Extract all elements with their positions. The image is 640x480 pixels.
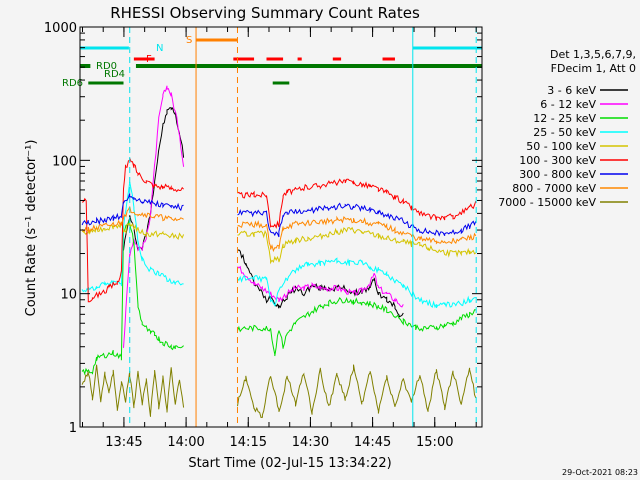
series-line-7000-15000-kev	[81, 364, 477, 419]
legend-entry-label: 100 - 300 keV	[519, 154, 596, 167]
series-layer	[81, 85, 477, 419]
legend-entry-label: 300 - 800 keV	[519, 168, 596, 181]
series-line-25-50-kev	[81, 181, 476, 309]
flag-label-f: F	[146, 54, 152, 65]
legend-entry-label: 50 - 100 keV	[526, 140, 596, 153]
legend-header-line-1: Det 1,3,5,6,7,9,	[550, 48, 636, 61]
x-tick-label: 14:45	[354, 435, 391, 450]
plot-frame	[79, 26, 483, 428]
vertical-markers-layer	[129, 27, 477, 427]
y-tick-label: 1	[69, 421, 77, 436]
legend-header-line-2: FDecim 1, Att 0	[551, 62, 636, 75]
x-tick-label: 15:00	[416, 435, 453, 450]
legend-entry-label: 6 - 12 keV	[540, 98, 596, 111]
series-line-50-100-kev	[81, 221, 477, 265]
x-axis-label: Start Time (02-Jul-15 13:34:22)	[188, 456, 391, 471]
legend: Det 1,3,5,6,7,9, FDecim 1, Att 0 3 - 6 k…	[498, 48, 636, 209]
series-line-800-7000-kev	[81, 206, 477, 253]
legend-entry-label: 25 - 50 keV	[533, 126, 596, 139]
y-tick-label: 100	[52, 154, 77, 169]
flag-label-n: N	[156, 43, 163, 54]
series-line-300-800-kev	[81, 193, 477, 238]
chart-title: RHESSI Observing Summary Count Rates	[110, 4, 420, 22]
y-tick-label: 1000	[44, 21, 77, 36]
x-tick-label: 14:00	[167, 435, 204, 450]
flag-label-s: S	[186, 35, 192, 46]
x-tick-label: 13:45	[105, 435, 142, 450]
axes-layer: 1 10 100 1000 13:45 14:00 14:15 14:30 14:45 15:00	[44, 21, 483, 450]
flag-label-rd0: RD0	[96, 61, 117, 72]
y-tick-label: 10	[60, 288, 77, 303]
legend-entry-label: 7000 - 15000 keV	[498, 196, 596, 209]
flag-label-rd6: RD6	[62, 78, 83, 89]
legend-entry-label: 12 - 25 keV	[533, 112, 596, 125]
x-tick-label: 14:15	[230, 435, 267, 450]
legend-entry-label: 3 - 6 keV	[547, 84, 596, 97]
legend-entry-label: 800 - 7000 keV	[512, 182, 596, 195]
timestamp: 29-Oct-2021 08:23	[562, 468, 638, 477]
series-line-6-12-kev	[123, 85, 404, 348]
flag-label-rd4: RD4	[104, 69, 125, 80]
series-line-12-25-kev	[81, 218, 476, 376]
x-tick-label: 14:30	[292, 435, 329, 450]
y-axis-label: Count Rate (s⁻¹ detector⁻¹)	[24, 140, 39, 317]
